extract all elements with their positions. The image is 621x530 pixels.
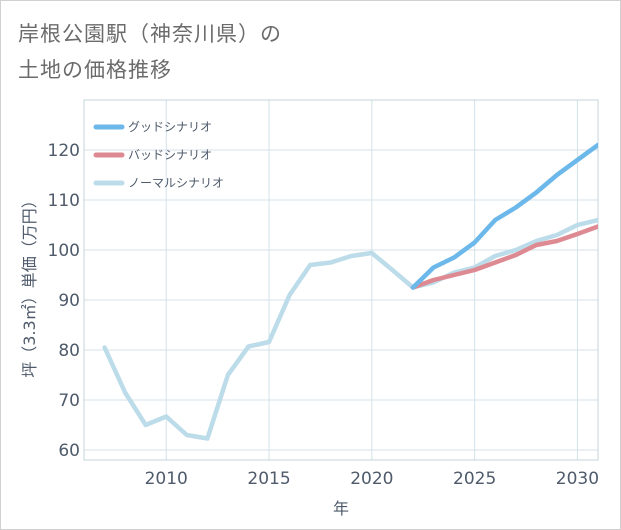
legend-bad-label: バッドシナリオ xyxy=(128,148,212,162)
series-good-line xyxy=(410,142,598,290)
chart-title-line-1: 岸根公園駅（神奈川県）の xyxy=(18,22,282,46)
x-axis-label: 年 xyxy=(333,499,349,518)
chart-title-line-2: 土地の価格推移 xyxy=(18,58,172,82)
x-tick-label-2020: 2020 xyxy=(350,469,393,489)
y-tick-label-100: 100 xyxy=(48,241,80,261)
y-tick-label-70: 70 xyxy=(58,391,80,411)
y-axis-ticks: 60 70 80 90 100 110 120 xyxy=(48,141,80,461)
series-normal-line xyxy=(102,217,598,441)
y-tick-label-60: 60 xyxy=(58,441,80,461)
chart-title: 岸根公園駅（神奈川県）の 土地の価格推移 xyxy=(18,16,282,88)
y-tick-label-90: 90 xyxy=(58,291,80,311)
y-tick-label-80: 80 xyxy=(58,341,80,361)
y-axis-label: 坪（3.3㎡）単価（万円） xyxy=(20,192,39,377)
series-bad-line xyxy=(410,224,598,290)
horizontal-gridlines xyxy=(84,149,598,451)
plot-area-border xyxy=(83,99,599,461)
y-tick-label-120: 120 xyxy=(48,141,80,161)
vertical-gridlines xyxy=(165,100,578,460)
y-tick-label-110: 110 xyxy=(48,191,80,211)
x-tick-label-2025: 2025 xyxy=(453,469,496,489)
legend-good-label: グッドシナリオ xyxy=(128,120,212,134)
legend-normal-label: ノーマルシナリオ xyxy=(128,176,224,190)
x-tick-label-2030: 2030 xyxy=(556,469,599,489)
series-lines xyxy=(102,142,598,441)
x-tick-label-2015: 2015 xyxy=(247,469,290,489)
x-axis-ticks: 2010 2015 2020 2025 2030 xyxy=(145,469,599,489)
x-tick-label-2010: 2010 xyxy=(145,469,188,489)
